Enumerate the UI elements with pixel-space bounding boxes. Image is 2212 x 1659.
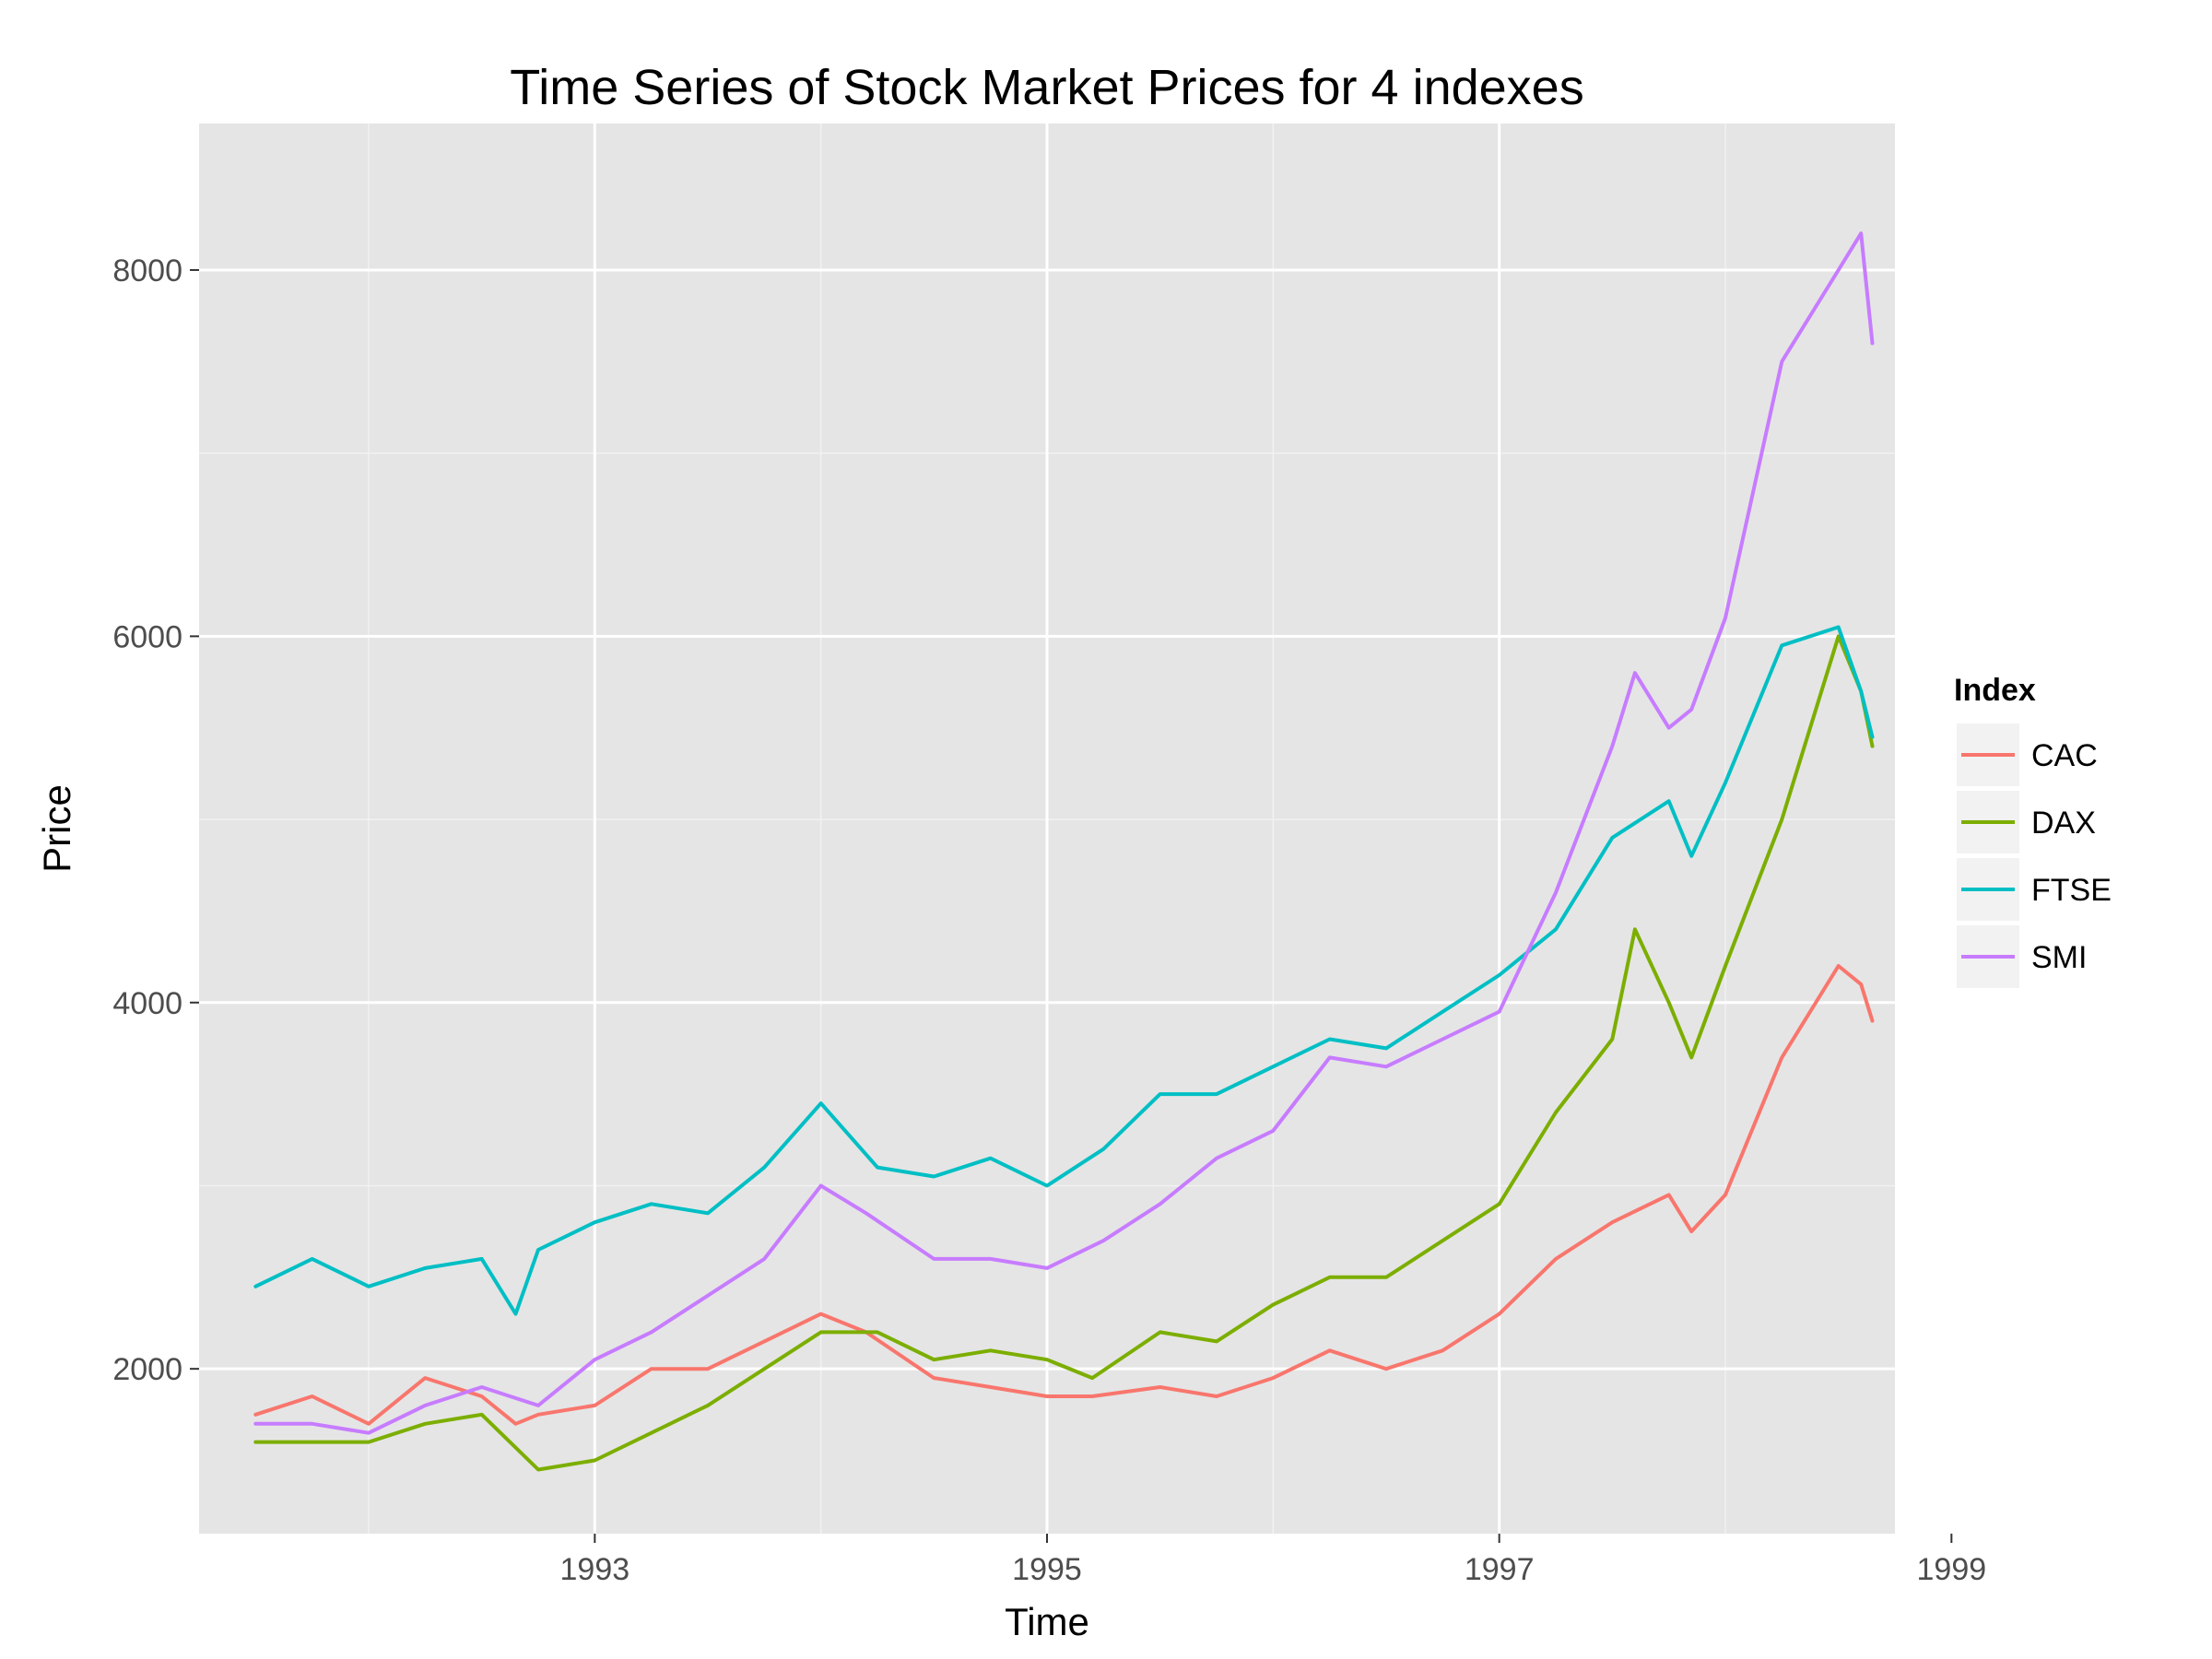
y-axis-title: Price <box>35 784 78 873</box>
legend: Index CAC DAX FTSE SMI <box>1954 673 2112 990</box>
legend-label-dax: DAX <box>2031 806 2096 841</box>
series-line-smi <box>253 231 1875 1435</box>
series-line-cac <box>253 964 1875 1426</box>
legend-title: Index <box>1954 673 2036 708</box>
series-line-dax <box>253 634 1875 1472</box>
series-line-ftse <box>253 625 1875 1316</box>
y-tick-label: 8000 <box>112 253 182 288</box>
chart-title: Time Series of Stock Market Prices for 4… <box>510 60 1584 115</box>
tick-labels: 1993 1995 1997 1999 2000 4000 6000 8000 <box>112 253 1986 1587</box>
y-tick-label: 2000 <box>112 1352 182 1387</box>
y-tick-label: 6000 <box>112 619 182 654</box>
series-lines <box>253 231 1875 1472</box>
x-tick-label: 1999 <box>1917 1552 1987 1587</box>
x-axis-title: Time <box>1005 1600 1089 1643</box>
major-gridlines <box>199 124 1895 1534</box>
legend-label-ftse: FTSE <box>2031 873 2112 908</box>
x-tick-label: 1995 <box>1012 1552 1082 1587</box>
x-tick-label: 1997 <box>1465 1552 1535 1587</box>
axis-ticks <box>190 268 1953 1543</box>
x-tick-label: 1993 <box>560 1552 630 1587</box>
legend-label-smi: SMI <box>2031 940 2087 975</box>
y-tick-label: 4000 <box>112 986 182 1021</box>
legend-label-cac: CAC <box>2031 738 2098 773</box>
